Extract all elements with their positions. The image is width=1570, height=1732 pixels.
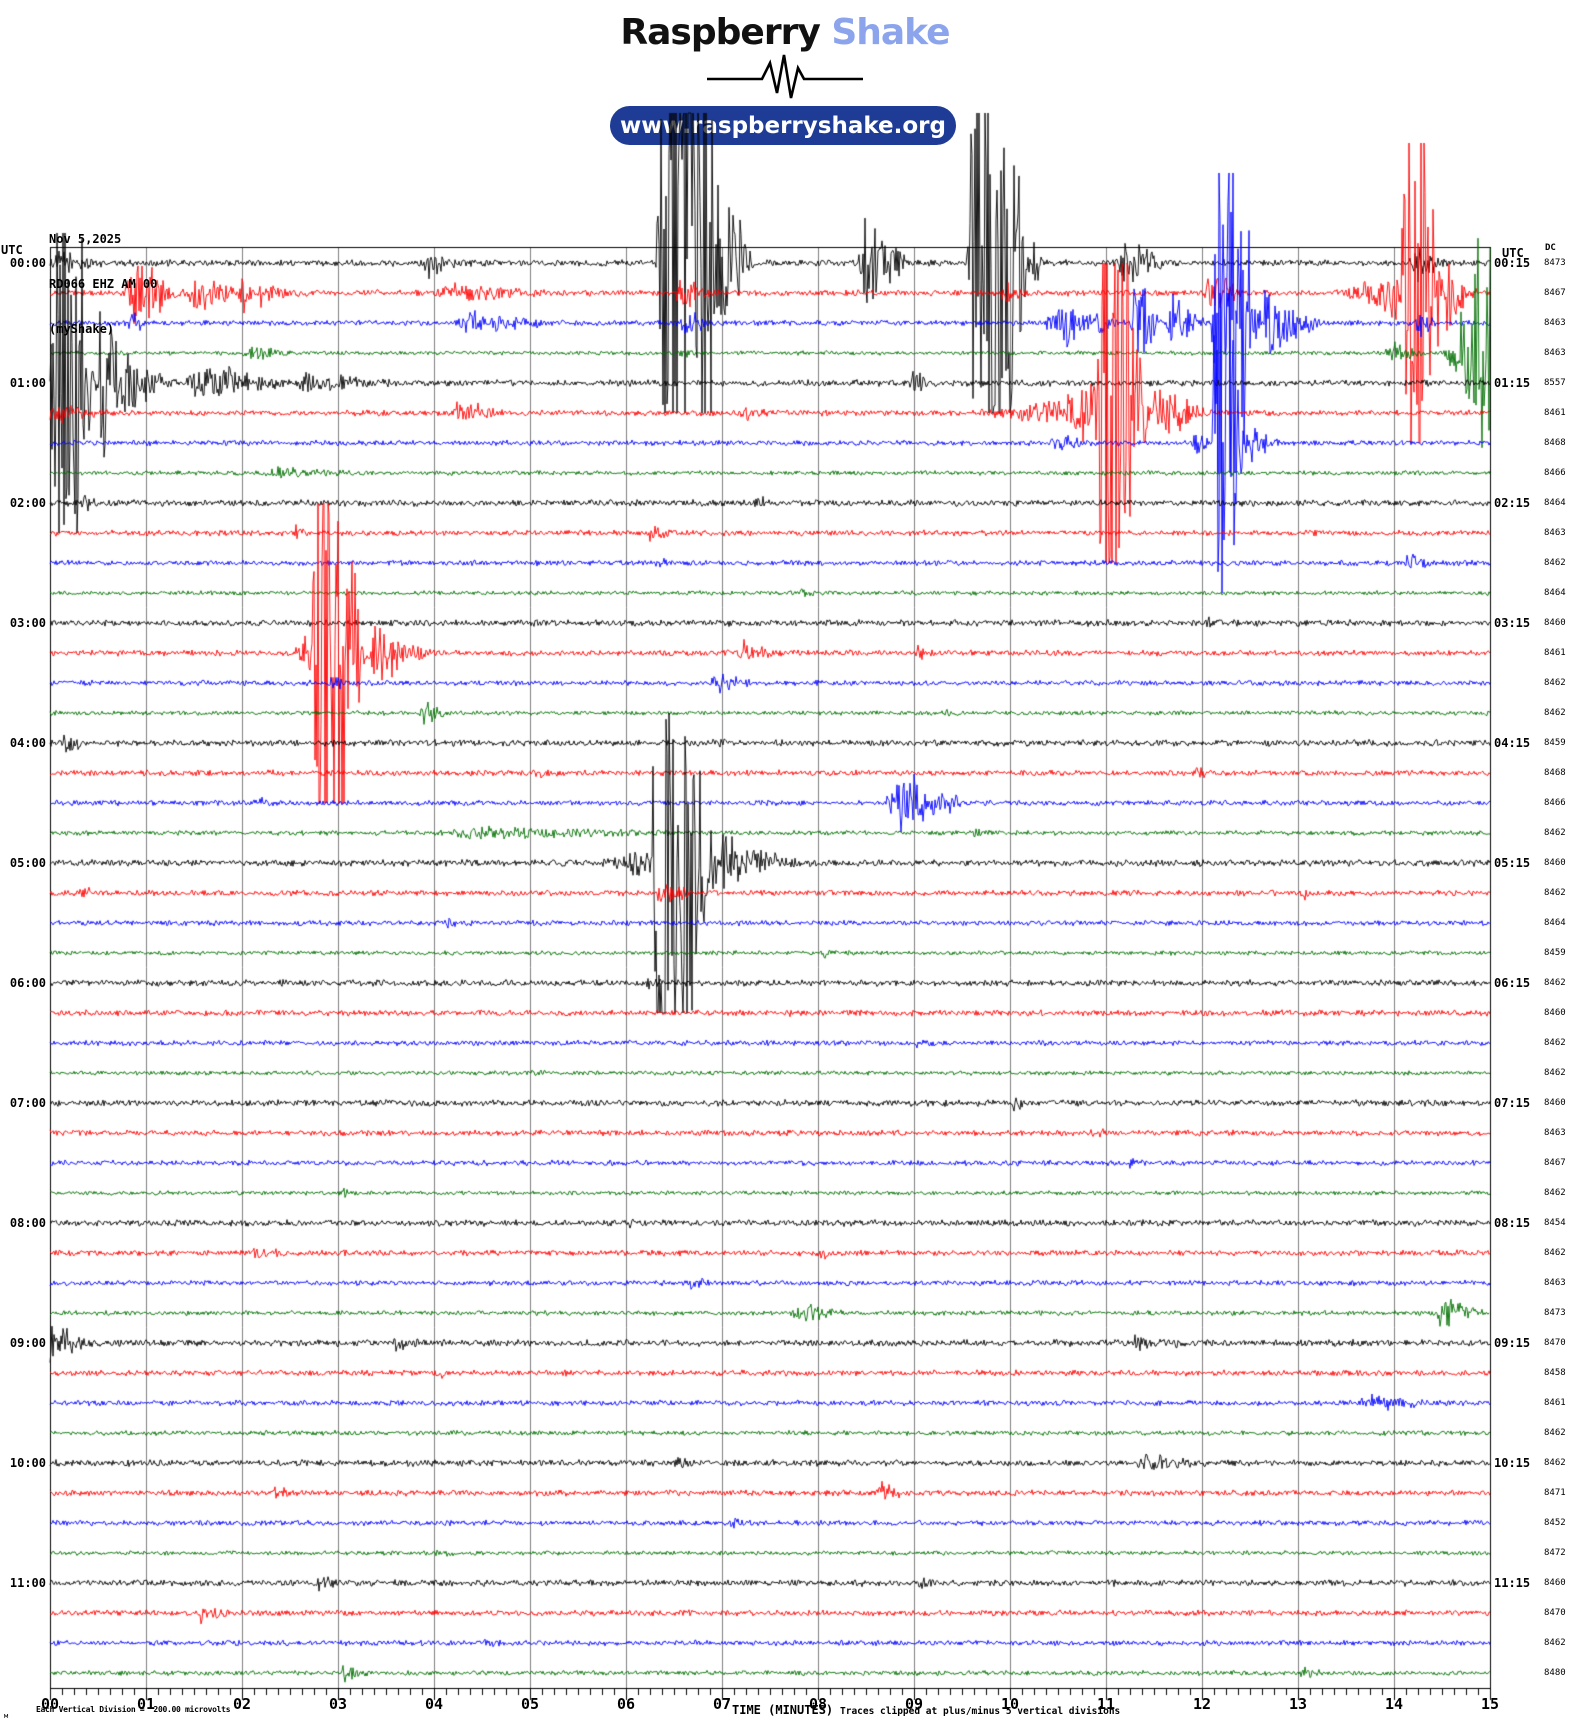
x-tick-label: 04 (424, 1695, 444, 1713)
hour-label-left: 04:00 (9, 736, 46, 750)
dc-value: 8463 (1544, 1128, 1566, 1138)
dc-value: 8462 (1544, 888, 1566, 898)
dc-value: 8461 (1544, 408, 1566, 418)
dc-value: 8464 (1544, 918, 1566, 928)
hour-label-right: 01:15 (1494, 376, 1531, 390)
vertical-scale-note: Each Vertical Division = 200.00 microvol… (36, 1705, 231, 1714)
dc-value: 8473 (1544, 258, 1566, 268)
hour-label-right: 11:15 (1494, 1576, 1531, 1590)
dc-value: 8470 (1544, 1338, 1566, 1348)
dc-value: 8463 (1544, 348, 1566, 358)
dc-value: 8462 (1544, 1458, 1566, 1468)
dc-value: 8463 (1544, 528, 1566, 538)
dc-value: 8467 (1544, 288, 1566, 298)
hour-label-right: 06:15 (1494, 976, 1531, 990)
hour-label-right: 00:15 (1494, 256, 1531, 270)
hour-label-right: 07:15 (1494, 1096, 1531, 1110)
dc-value: 8462 (1544, 1188, 1566, 1198)
logo-raspberry-text: Raspberry (620, 12, 820, 53)
x-tick-label: 06 (616, 1695, 636, 1713)
dc-value: 8462 (1544, 828, 1566, 838)
hour-label-right: 03:15 (1494, 616, 1531, 630)
hour-label-right: 10:15 (1494, 1456, 1531, 1470)
dc-value: 8454 (1544, 1218, 1566, 1228)
x-tick-label: 05 (520, 1695, 540, 1713)
x-tick-label: 12 (1192, 1695, 1212, 1713)
corner-watermark: м (4, 1712, 9, 1720)
x-tick-label: 03 (328, 1695, 348, 1713)
dc-value: 8467 (1544, 1158, 1566, 1168)
dc-value: 8468 (1544, 768, 1566, 778)
dc-value: 8452 (1544, 1518, 1566, 1528)
dc-value: 8462 (1544, 978, 1566, 988)
dc-value: 8460 (1544, 1578, 1566, 1588)
hour-label-left: 07:00 (9, 1096, 46, 1110)
dc-value: 8461 (1544, 648, 1566, 658)
station-id: RD066 EHZ AM 00 (49, 277, 158, 291)
dc-value: 8462 (1544, 1068, 1566, 1078)
dc-value: 8458 (1544, 1368, 1566, 1378)
dc-column-header: DC (1545, 243, 1556, 253)
left-utc-label: UTC (1, 243, 23, 257)
dc-value: 8480 (1544, 1668, 1566, 1678)
dc-value: 8462 (1544, 558, 1566, 568)
hour-label-right: 04:15 (1494, 736, 1531, 750)
dc-value: 8460 (1544, 1098, 1566, 1108)
hour-label-left: 03:00 (9, 616, 46, 630)
dc-value: 8463 (1544, 1278, 1566, 1288)
url-badge-text: www.raspberryshake.org (620, 112, 946, 139)
dc-value: 8459 (1544, 738, 1566, 748)
dc-value: 8471 (1544, 1488, 1566, 1498)
hour-label-right: 09:15 (1494, 1336, 1531, 1350)
hour-label-right: 08:15 (1494, 1216, 1531, 1230)
logo: Raspberry Shake (0, 12, 1570, 53)
dc-value: 8462 (1544, 1428, 1566, 1438)
dc-value: 8464 (1544, 588, 1566, 598)
logo-shake-text: Shake (819, 12, 950, 53)
clip-note: Traces clipped at plus/minus 5 vertical … (840, 1706, 1121, 1717)
hour-label-right: 02:15 (1494, 496, 1531, 510)
dc-value: 8466 (1544, 798, 1566, 808)
hour-label-left: 02:00 (9, 496, 46, 510)
dc-value: 8461 (1544, 1398, 1566, 1408)
dc-value: 8462 (1544, 1248, 1566, 1258)
dc-value: 8462 (1544, 678, 1566, 688)
hour-label-left: 00:00 (9, 256, 46, 270)
station-info: Nov 5,2025 RD066 EHZ AM 00 (myShake) (49, 202, 157, 352)
dc-value: 8466 (1544, 468, 1566, 478)
hour-label-left: 06:00 (9, 976, 46, 990)
station-date: Nov 5,2025 (49, 232, 122, 246)
station-network: (myShake) (49, 322, 115, 336)
dc-value: 8460 (1544, 1008, 1566, 1018)
x-tick-label: 13 (1288, 1695, 1308, 1713)
dc-value: 8463 (1544, 318, 1566, 328)
dc-value: 8459 (1544, 948, 1566, 958)
dc-value: 8460 (1544, 618, 1566, 628)
hour-label-left: 11:00 (9, 1576, 46, 1590)
hour-label-left: 05:00 (9, 856, 46, 870)
raspberryshake-url-badge[interactable]: www.raspberryshake.org (610, 106, 956, 145)
hour-label-left: 01:00 (9, 376, 46, 390)
hour-label-left: 08:00 (9, 1216, 46, 1230)
seismic-wave-icon (705, 52, 865, 106)
x-axis-title: TIME (MINUTES) (732, 1703, 834, 1717)
dc-value: 8462 (1544, 1638, 1566, 1648)
dc-value: 8470 (1544, 1608, 1566, 1618)
dc-value: 8460 (1544, 858, 1566, 868)
hour-label-left: 09:00 (9, 1336, 46, 1350)
hour-label-left: 10:00 (9, 1456, 46, 1470)
x-tick-label: 15 (1480, 1695, 1500, 1713)
dc-value: 8468 (1544, 438, 1566, 448)
dc-value: 8462 (1544, 1038, 1566, 1048)
hour-label-right: 05:15 (1494, 856, 1531, 870)
dc-value: 8557 (1544, 378, 1566, 388)
dc-value: 8472 (1544, 1548, 1566, 1558)
dc-value: 8464 (1544, 498, 1566, 508)
x-tick-label: 14 (1384, 1695, 1404, 1713)
dc-value: 8473 (1544, 1308, 1566, 1318)
dc-value: 8462 (1544, 708, 1566, 718)
